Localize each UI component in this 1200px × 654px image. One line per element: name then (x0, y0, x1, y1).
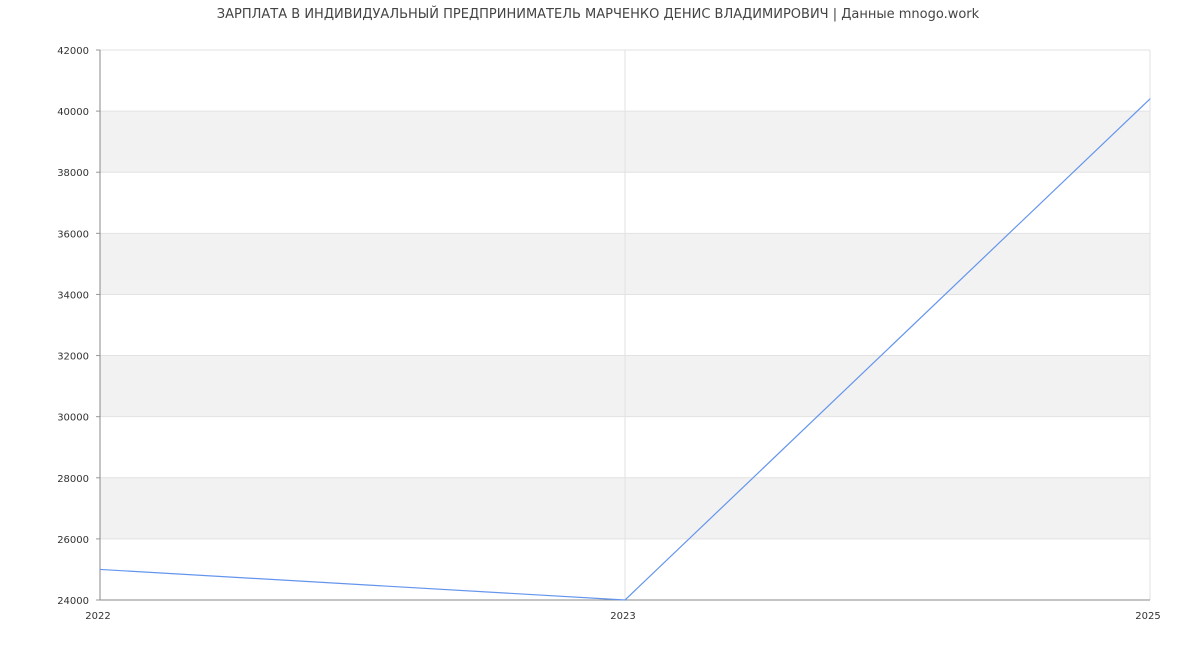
y-tick-label: 42000 (57, 46, 89, 57)
y-tick-label: 30000 (57, 413, 89, 424)
y-tick-label: 36000 (57, 229, 89, 240)
data-point (1149, 98, 1151, 100)
x-tick-label: 2023 (610, 611, 635, 622)
x-tick-label: 2025 (1135, 611, 1160, 622)
y-tick-label: 38000 (57, 168, 89, 179)
data-point (99, 568, 101, 570)
y-tick-label: 24000 (57, 596, 89, 607)
chart-title: ЗАРПЛАТА В ИНДИВИДУАЛЬНЫЙ ПРЕДПРИНИМАТЕЛ… (217, 6, 980, 22)
y-tick-label: 32000 (57, 352, 89, 363)
y-tick-label: 28000 (57, 474, 89, 485)
y-tick-label: 40000 (57, 107, 89, 118)
y-tick-label: 34000 (57, 290, 89, 301)
data-point (624, 599, 626, 601)
y-tick-label: 26000 (57, 535, 89, 546)
x-tick-label: 2022 (85, 611, 110, 622)
